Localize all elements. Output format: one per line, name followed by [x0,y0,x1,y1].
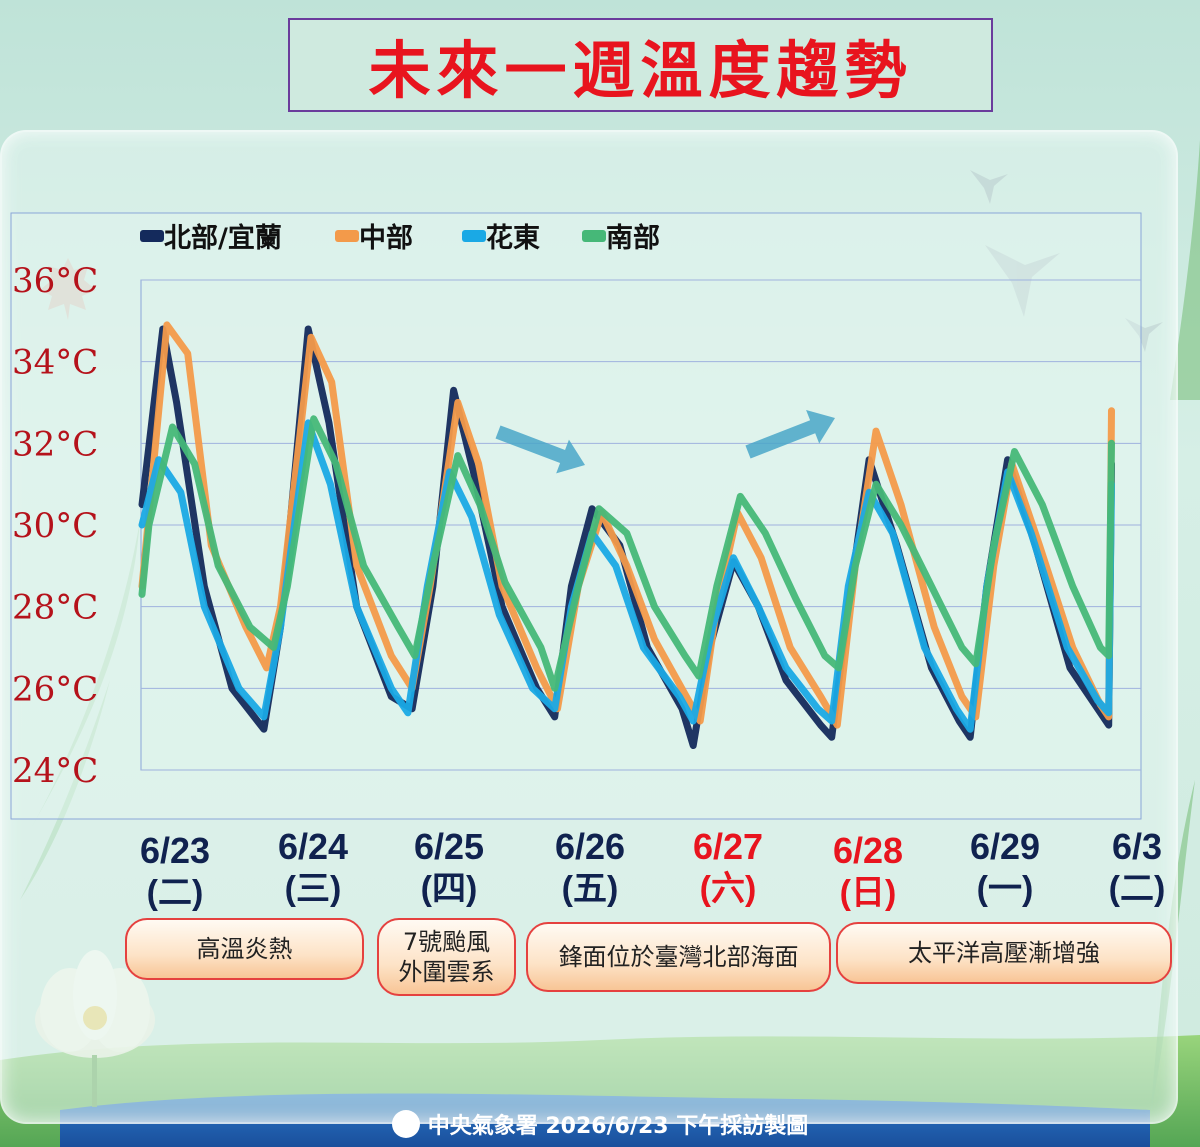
cwa-logo-icon [391,1110,420,1138]
trend-arrow-icon [745,409,835,459]
date-text: 6/3 [1111,826,1163,867]
date-text: 6/27 [692,826,764,867]
legend-swatch [335,230,359,242]
weekday-text: (六) [699,870,757,908]
date-label: 6/29 (一) [950,826,1060,910]
annotation-typhoon: 7號颱風 外圍雲系 [377,918,516,996]
date-label: 6/25 (四) [394,826,504,910]
y-tick-label: 30°C [12,506,98,546]
weekday-text: (三) [284,870,342,908]
legend-label: 北部/宜蘭 [164,222,282,254]
date-text: 6/28 [832,830,904,871]
y-tick-label: 26°C [12,669,98,709]
y-tick-label: 32°C [12,424,98,464]
weekday-text: (日) [839,874,897,912]
legend-label: 南部 [606,222,660,254]
page-title: 未來一週溫度趨勢 [368,34,913,107]
date-label: 6/23 (二) [120,830,230,914]
trend-arrow-icon [495,425,586,474]
date-label: 6/27 (六) [673,826,783,910]
legend-label: 中部 [359,222,413,254]
legend-swatch [140,230,164,242]
date-text: 6/29 [969,826,1041,867]
date-text: 6/23 [139,830,211,871]
weekday-text: (二) [146,874,204,912]
chart-outer-frame [10,212,1142,820]
date-text: 6/26 [554,826,626,867]
weekday-text: (四) [420,870,478,908]
date-label: 6/28 (日) [813,830,923,914]
weekday-text: (一) [976,870,1034,908]
date-text: 6/25 [413,826,485,867]
legend-swatch [582,230,606,242]
date-text: 6/24 [277,826,349,867]
footer-text: 中央氣象署 2026/6/23 下午採訪製圖 [427,1114,809,1139]
footer-credit: 中央氣象署 2026/6/23 下午採訪製圖 [0,1108,1200,1141]
annotation-high-pressure: 太平洋高壓漸增強 [836,922,1172,984]
date-label: 6/24 (三) [258,826,368,910]
annotation-hot: 高溫炎熱 [125,918,364,980]
date-label: 6/3 (二) [1082,826,1192,910]
y-tick-label: 28°C [12,588,98,628]
annotation-front: 鋒面位於臺灣北部海面 [526,922,831,992]
series-line-2 [138,321,1115,729]
series-line-4 [138,415,1115,692]
legend-swatch [462,230,486,242]
title-box: 未來一週溫度趨勢 [288,18,993,112]
weekday-text: (二) [1108,870,1166,908]
y-tick-label: 34°C [12,343,98,383]
series-line-3 [138,419,1115,733]
y-tick-label: 24°C [12,751,98,791]
weekday-text: (五) [561,870,619,908]
date-label: 6/26 (五) [535,826,645,910]
y-tick-label: 36°C [12,261,98,301]
legend-label: 花東 [486,223,540,254]
